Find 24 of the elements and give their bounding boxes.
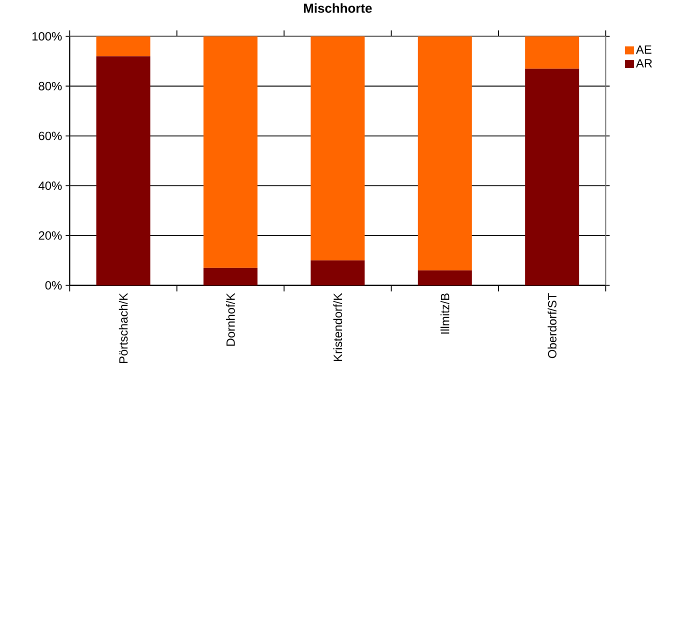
bar [310, 260, 365, 286]
bar [310, 36, 365, 260]
legend-label: AE [636, 45, 652, 54]
bar [203, 36, 258, 268]
bar [96, 56, 150, 286]
bar [203, 268, 258, 286]
y-tick-label: 80% [38, 82, 62, 90]
x-tick-label: Dornhof/K [226, 292, 235, 346]
y-tick-label: 100% [32, 32, 62, 40]
bar [525, 36, 580, 68]
chart-title: Mischhorte [304, 3, 372, 13]
x-tick-label: Illmitz/B [440, 293, 450, 334]
bar [418, 270, 472, 286]
x-tick-label: Kristendorf/K [333, 292, 342, 361]
legend-label: AR [636, 58, 652, 68]
y-tick-label: 40% [38, 181, 62, 190]
x-tick-label: Oberdorf/ST [548, 292, 556, 358]
bar [96, 36, 150, 56]
x-tick-label: Pörtschach/K [118, 292, 128, 363]
y-tick-label: 20% [38, 231, 62, 240]
y-tick-label: 60% [38, 131, 62, 140]
bar [525, 68, 580, 286]
bar [418, 36, 472, 270]
y-tick-label: 0% [45, 280, 62, 290]
